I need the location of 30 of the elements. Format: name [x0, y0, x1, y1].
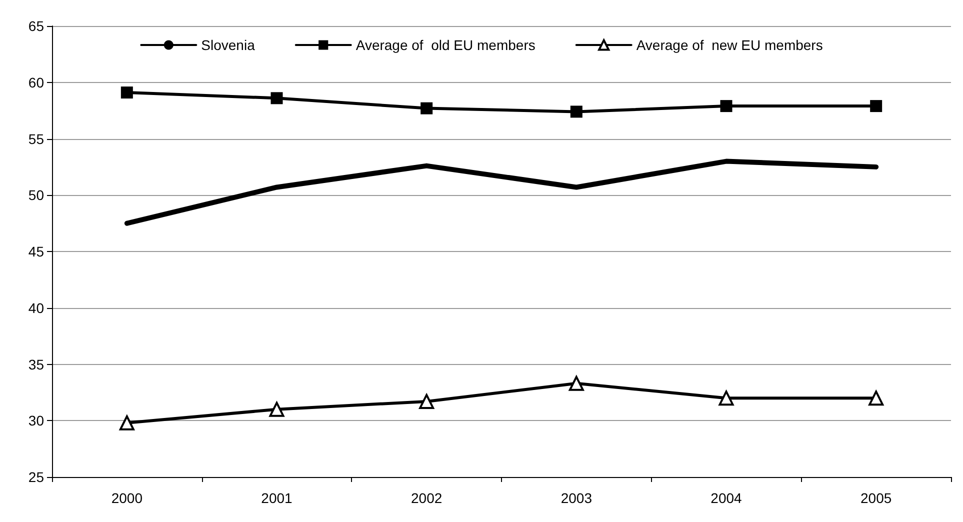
legend-label: Slovenia: [201, 37, 256, 53]
y-tick-label: 50: [28, 187, 44, 204]
x-tick-label: 2000: [111, 490, 143, 506]
point: [119, 415, 134, 430]
point: [868, 390, 884, 406]
y-tick-label: 55: [28, 130, 44, 147]
y-tick-label: 45: [28, 244, 44, 260]
y-tick-label: 35: [28, 356, 44, 372]
point: [419, 394, 434, 409]
y-tick-label: 60: [28, 74, 44, 90]
legend-label: Average of new EU members: [636, 37, 823, 53]
x-tick-label: 2004: [710, 490, 742, 506]
x-tick-label: 2005: [860, 490, 892, 506]
point: [870, 100, 882, 112]
point: [570, 106, 582, 118]
point: [720, 100, 732, 112]
point: [269, 402, 284, 417]
legend-label: Average of old EU members: [356, 37, 536, 53]
point: [420, 102, 433, 114]
point: [718, 390, 734, 406]
point: [568, 376, 584, 391]
y-tick-label: 40: [28, 300, 44, 316]
y-tick-label: 25: [28, 469, 44, 485]
point: [120, 86, 133, 99]
x-tick-label: 2002: [411, 490, 442, 506]
x-tick-label: 2003: [560, 490, 592, 506]
x-tick-label: 2001: [261, 490, 293, 506]
point: [270, 92, 283, 104]
y-tick-label: 65: [28, 18, 44, 34]
y-tick-label: 30: [28, 412, 44, 429]
